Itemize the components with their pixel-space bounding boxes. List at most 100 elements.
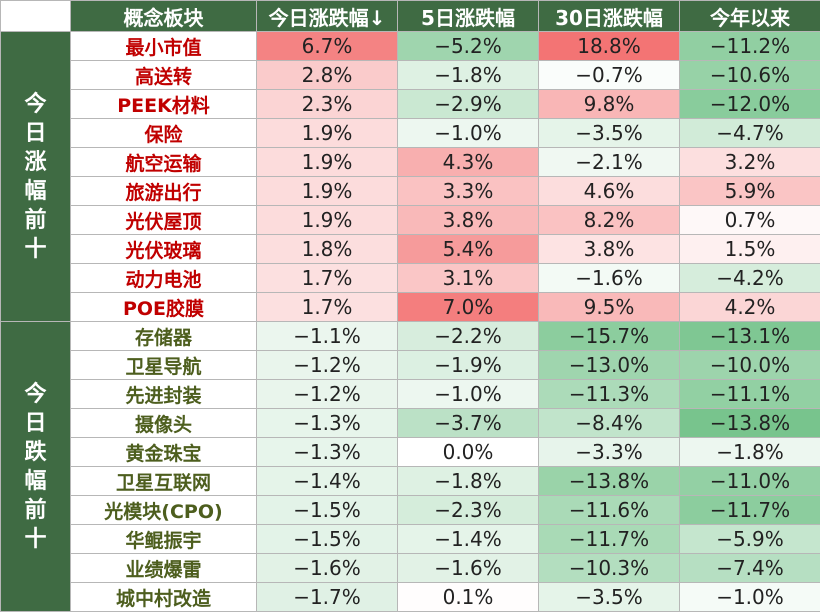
value-cell: −13.8%	[680, 409, 820, 438]
group-label-char: 十	[1, 235, 70, 264]
concept-name[interactable]: POE胶膜	[71, 293, 257, 322]
group-label-char: 十	[1, 525, 70, 554]
value-cell: 6.7%	[257, 32, 398, 61]
table-row: 城中村改造−1.7%0.1%−3.5%−1.0%	[1, 583, 820, 612]
value-cell: −1.6%	[257, 554, 398, 583]
value-cell: 5.9%	[680, 177, 820, 206]
value-cell: 4.3%	[398, 148, 539, 177]
concept-name[interactable]: 航空运输	[71, 148, 257, 177]
value-cell: −1.0%	[398, 119, 539, 148]
value-cell: −11.7%	[539, 525, 680, 554]
concept-name[interactable]: 光伏屋顶	[71, 206, 257, 235]
concept-name[interactable]: 高送转	[71, 61, 257, 90]
value-cell: −8.4%	[539, 409, 680, 438]
table-row: 先进封装−1.2%−1.0%−11.3%−11.1%	[1, 380, 820, 409]
value-cell: −1.0%	[680, 583, 820, 612]
concept-name[interactable]: 光伏玻璃	[71, 235, 257, 264]
value-cell: −3.5%	[539, 583, 680, 612]
value-cell: −3.5%	[539, 119, 680, 148]
value-cell: −1.8%	[680, 438, 820, 467]
value-cell: 9.8%	[539, 90, 680, 119]
value-cell: −4.7%	[680, 119, 820, 148]
value-cell: 5.4%	[398, 235, 539, 264]
concept-name[interactable]: 最小市值	[71, 32, 257, 61]
header-today-change[interactable]: 今日涨跌幅↓	[257, 1, 398, 32]
value-cell: −1.8%	[398, 61, 539, 90]
header-corner	[1, 1, 71, 32]
value-cell: −4.2%	[680, 264, 820, 293]
concept-name[interactable]: 摄像头	[71, 409, 257, 438]
table-row: 卫星互联网−1.4%−1.8%−13.8%−11.0%	[1, 467, 820, 496]
concept-name[interactable]: 城中村改造	[71, 583, 257, 612]
concept-name[interactable]: 动力电池	[71, 264, 257, 293]
concept-name[interactable]: 业绩爆雷	[71, 554, 257, 583]
value-cell: 9.5%	[539, 293, 680, 322]
value-cell: −2.2%	[398, 322, 539, 351]
header-concept: 概念板块	[71, 1, 257, 32]
header-ytd-change[interactable]: 今年以来	[680, 1, 820, 32]
group-label-char: 今	[1, 90, 70, 119]
value-cell: 0.0%	[398, 438, 539, 467]
concept-name[interactable]: PEEK材料	[71, 90, 257, 119]
value-cell: 3.8%	[398, 206, 539, 235]
value-cell: −15.7%	[539, 322, 680, 351]
header-row: 概念板块 今日涨跌幅↓ 5日涨跌幅 30日涨跌幅 今年以来	[1, 1, 820, 32]
table-row: 光模块(CPO)−1.5%−2.3%−11.6%−11.7%	[1, 496, 820, 525]
value-cell: −1.0%	[398, 380, 539, 409]
value-cell: 1.9%	[257, 148, 398, 177]
value-cell: −1.3%	[257, 438, 398, 467]
value-cell: −1.5%	[257, 496, 398, 525]
value-cell: −2.9%	[398, 90, 539, 119]
value-cell: −13.1%	[680, 322, 820, 351]
value-cell: −12.0%	[680, 90, 820, 119]
header-5day-change[interactable]: 5日涨跌幅	[398, 1, 539, 32]
value-cell: 1.8%	[257, 235, 398, 264]
value-cell: −11.3%	[539, 380, 680, 409]
value-cell: −1.2%	[257, 351, 398, 380]
value-cell: 1.5%	[680, 235, 820, 264]
concept-name[interactable]: 存储器	[71, 322, 257, 351]
value-cell: −1.2%	[257, 380, 398, 409]
value-cell: −11.1%	[680, 380, 820, 409]
value-cell: 3.1%	[398, 264, 539, 293]
value-cell: 0.7%	[680, 206, 820, 235]
value-cell: −1.4%	[398, 525, 539, 554]
value-cell: −1.3%	[257, 409, 398, 438]
concept-name[interactable]: 先进封装	[71, 380, 257, 409]
header-30day-change[interactable]: 30日涨跌幅	[539, 1, 680, 32]
value-cell: 3.2%	[680, 148, 820, 177]
value-cell: −11.7%	[680, 496, 820, 525]
value-cell: 1.7%	[257, 264, 398, 293]
value-cell: −2.1%	[539, 148, 680, 177]
concept-name[interactable]: 旅游出行	[71, 177, 257, 206]
value-cell: 1.9%	[257, 177, 398, 206]
value-cell: 0.1%	[398, 583, 539, 612]
table-row: 摄像头−1.3%−3.7%−8.4%−13.8%	[1, 409, 820, 438]
group-label-char: 幅	[1, 177, 70, 206]
value-cell: −1.9%	[398, 351, 539, 380]
value-cell: −1.1%	[257, 322, 398, 351]
value-cell: 1.7%	[257, 293, 398, 322]
value-cell: −2.3%	[398, 496, 539, 525]
value-cell: −1.4%	[257, 467, 398, 496]
table-row: 黄金珠宝−1.3%0.0%−3.3%−1.8%	[1, 438, 820, 467]
concept-name[interactable]: 保险	[71, 119, 257, 148]
value-cell: −1.7%	[257, 583, 398, 612]
value-cell: −1.6%	[539, 264, 680, 293]
concept-name[interactable]: 光模块(CPO)	[71, 496, 257, 525]
group-label-char: 日	[1, 119, 70, 148]
value-cell: −0.7%	[539, 61, 680, 90]
concept-name[interactable]: 华鲲振宇	[71, 525, 257, 554]
group-label-char: 幅	[1, 467, 70, 496]
concept-name[interactable]: 黄金珠宝	[71, 438, 257, 467]
concept-name[interactable]: 卫星导航	[71, 351, 257, 380]
value-cell: −10.0%	[680, 351, 820, 380]
value-cell: 4.6%	[539, 177, 680, 206]
value-cell: −10.6%	[680, 61, 820, 90]
concept-name[interactable]: 卫星互联网	[71, 467, 257, 496]
